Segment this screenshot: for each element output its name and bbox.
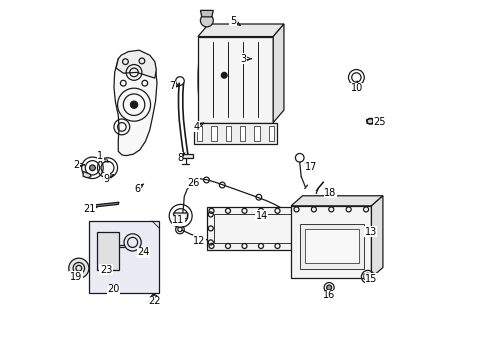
Circle shape [69,258,89,278]
Text: 5: 5 [229,16,236,26]
Circle shape [326,285,331,290]
Polygon shape [305,229,358,263]
Polygon shape [198,24,284,37]
Polygon shape [290,206,371,278]
Polygon shape [211,126,216,141]
Polygon shape [89,221,159,293]
Polygon shape [240,126,245,141]
Polygon shape [225,126,230,141]
Polygon shape [194,123,276,144]
Circle shape [218,243,222,246]
Text: 2: 2 [73,160,80,170]
Polygon shape [254,126,259,141]
Text: 17: 17 [305,162,317,172]
Polygon shape [197,126,202,141]
Polygon shape [92,202,119,207]
Polygon shape [97,231,119,270]
Text: 4: 4 [193,122,199,132]
Text: 23: 23 [100,265,112,275]
Text: 11: 11 [172,215,184,225]
Polygon shape [83,171,91,178]
Text: 12: 12 [193,236,205,246]
Polygon shape [273,24,284,123]
Polygon shape [290,196,382,206]
Polygon shape [268,126,273,141]
Text: 13: 13 [364,227,376,237]
Polygon shape [366,118,373,124]
Text: 26: 26 [187,178,200,188]
Polygon shape [371,196,382,278]
Text: 14: 14 [255,211,267,221]
Text: 3: 3 [240,54,246,64]
Text: 24: 24 [137,247,149,257]
Polygon shape [116,50,156,78]
Text: 15: 15 [365,274,377,284]
Text: 7: 7 [168,81,175,91]
Text: 6: 6 [134,184,141,194]
Circle shape [200,14,213,27]
Text: 20: 20 [107,284,119,294]
Circle shape [130,101,137,108]
Text: 25: 25 [372,117,385,127]
Polygon shape [173,213,187,219]
Text: 22: 22 [147,296,160,306]
Text: 8: 8 [177,153,183,163]
Text: 10: 10 [350,83,363,93]
Text: 16: 16 [323,291,335,301]
Polygon shape [207,207,314,249]
Text: 1: 1 [97,150,103,161]
Polygon shape [178,154,192,158]
Polygon shape [300,224,364,269]
Circle shape [89,165,95,171]
Text: 21: 21 [83,204,96,215]
Text: 9: 9 [103,174,110,184]
Circle shape [221,72,226,78]
Text: 18: 18 [324,188,336,198]
Polygon shape [114,52,157,156]
Polygon shape [362,274,372,280]
Text: 19: 19 [70,272,82,282]
Polygon shape [200,10,213,17]
Polygon shape [198,37,273,123]
